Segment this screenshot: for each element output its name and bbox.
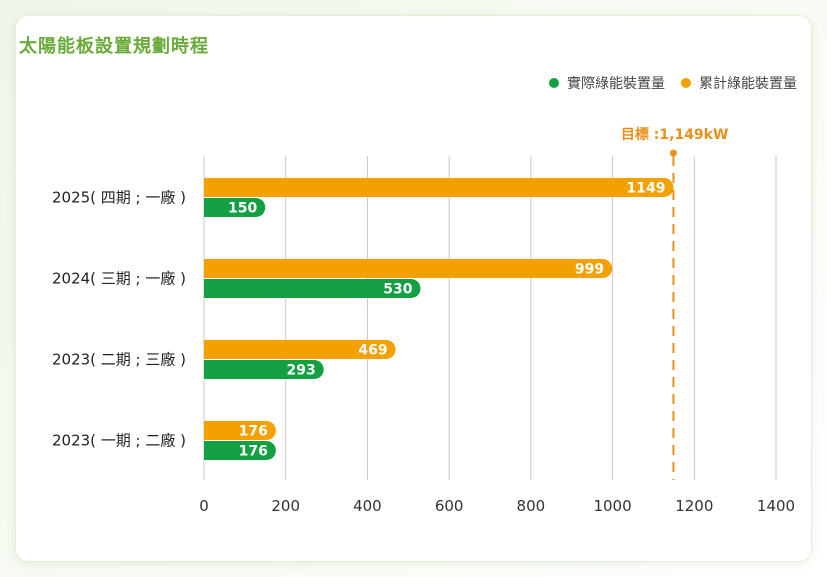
x-tick-label: 400	[353, 497, 382, 515]
bar-label-cumulative: 999	[575, 262, 604, 278]
category-label: 2023( 一期 ; 二廠 )	[52, 432, 186, 450]
category-label: 2025( 四期 ; 一廠 )	[52, 189, 186, 207]
x-tick-label: 800	[517, 497, 546, 515]
bar-cumulative	[204, 421, 276, 440]
bar-cumulative	[204, 178, 674, 197]
bar-cumulative	[204, 259, 613, 278]
bar-label-actual: 176	[239, 444, 268, 460]
legend-item-cumulative[interactable]: 累計綠能裝置量	[681, 73, 797, 93]
legend-label-actual: 實際綠能裝置量	[567, 76, 665, 92]
legend-dot-actual	[549, 78, 559, 88]
x-tick-label: 600	[435, 497, 464, 515]
x-tick-label: 1000	[593, 497, 631, 515]
x-tick-label: 1200	[675, 497, 713, 515]
x-tick-label: 0	[199, 497, 209, 515]
bar-actual	[204, 441, 276, 460]
legend-label-cumulative: 累計綠能裝置量	[699, 76, 797, 92]
bar-label-actual: 530	[383, 282, 412, 298]
bar-label-cumulative: 469	[358, 343, 387, 359]
bar-label-actual: 150	[228, 201, 257, 217]
bar-actual	[204, 360, 324, 379]
target-label: 目標 :1,149kW	[621, 126, 729, 143]
bar-label-cumulative: 176	[239, 424, 268, 440]
category-label: 2023( 二期 ; 三廠 )	[52, 351, 186, 369]
bar-label-cumulative: 1149	[626, 181, 665, 197]
target-marker	[669, 149, 677, 157]
bar-cumulative	[204, 340, 396, 359]
chart-title: 太陽能板設置規劃時程	[19, 36, 209, 57]
legend-item-actual[interactable]: 實際綠能裝置量	[549, 73, 665, 93]
category-label: 2024( 三期 ; 一廠 )	[52, 270, 186, 288]
legend-dot-cumulative	[681, 78, 691, 88]
chart-legend: 實際綠能裝置量 累計綠能裝置量	[533, 73, 797, 93]
bar-label-actual: 293	[286, 363, 315, 379]
x-tick-label: 200	[271, 497, 300, 515]
bar-actual	[204, 198, 266, 217]
x-tick-label: 1400	[757, 497, 795, 515]
bar-actual	[204, 279, 421, 298]
